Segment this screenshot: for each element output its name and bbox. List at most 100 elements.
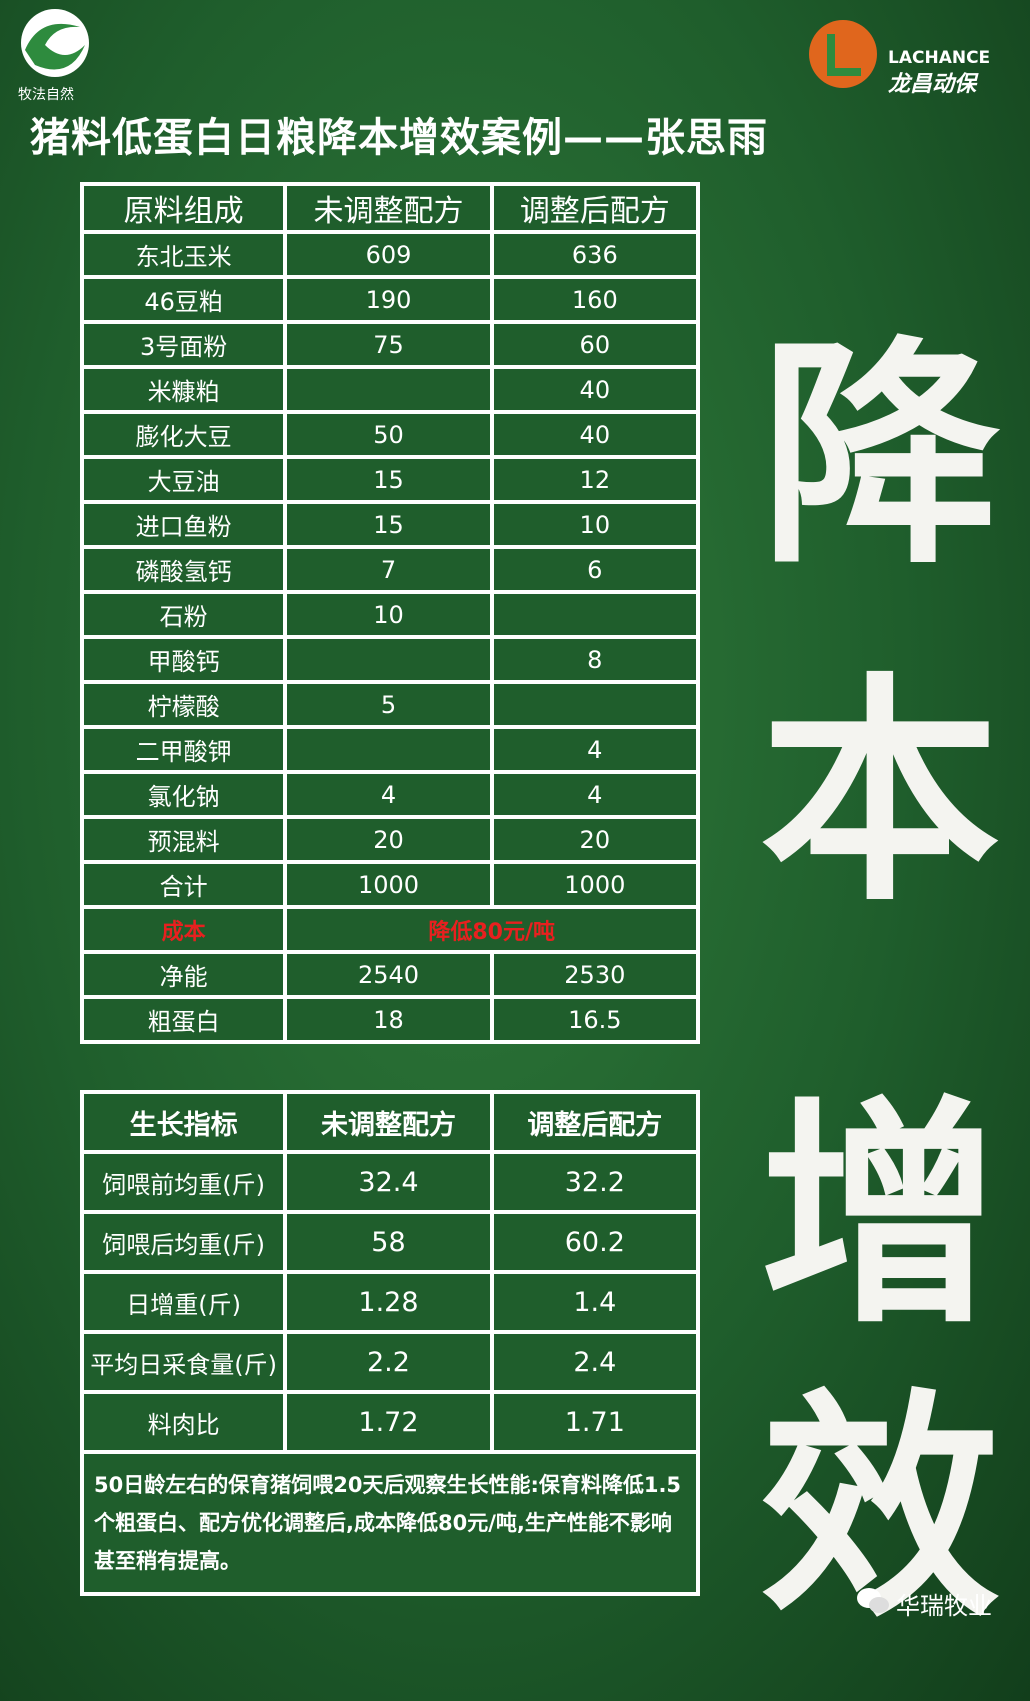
row-label: 3号面粉: [84, 324, 284, 365]
row-label: 合计: [84, 864, 284, 905]
row: 净能 2540 2530: [84, 954, 696, 995]
wechat-icon: [857, 1588, 889, 1613]
row-label: 磷酸氢钙: [84, 549, 284, 590]
row-label: 平均日采食量(斤): [84, 1334, 284, 1390]
row-label: 预混料: [84, 819, 284, 860]
cell: 1.28: [287, 1274, 490, 1330]
cell: 1.71: [493, 1394, 696, 1450]
cell: 75: [287, 324, 490, 365]
row-label: 二甲酸钾: [84, 729, 284, 770]
cell: 1000: [493, 864, 696, 905]
cell: 10: [287, 594, 490, 635]
row-label: 膨化大豆: [84, 414, 284, 455]
header-cell: 未调整配方: [287, 186, 490, 230]
cell: 636: [493, 234, 696, 275]
row: 磷酸氢钙 7 6: [84, 549, 696, 590]
cell: 7: [287, 549, 490, 590]
cell: 20: [493, 819, 696, 860]
row-label: 饲喂后均重(斤): [84, 1214, 284, 1270]
growth-table: 生长指标 未调整配方 调整后配方 饲喂前均重(斤) 32.4 32.2 饲喂后均重(斤) 58…: [80, 1090, 700, 1596]
row: 米糠粕 40: [84, 369, 696, 410]
row: 氯化钠 4 4: [84, 774, 696, 815]
cell: 60: [493, 324, 696, 365]
row: 饲喂前均重(斤) 32.4 32.2: [84, 1154, 696, 1210]
cell: 5: [287, 684, 490, 725]
cell: 40: [493, 369, 696, 410]
cell: 16.5: [493, 999, 696, 1040]
row-label: 东北玉米: [84, 234, 284, 275]
row-label: 成本: [84, 909, 284, 950]
row-label: 石粉: [84, 594, 284, 635]
logo-left-text: 牧法自然: [18, 87, 74, 103]
footer: 华瑞牧业: [896, 1592, 992, 1620]
row-label: 日增重(斤): [84, 1274, 284, 1330]
cell: 2.4: [493, 1334, 696, 1390]
row-label: 进口鱼粉: [84, 504, 284, 545]
row: 大豆油 15 12: [84, 459, 696, 500]
row: 饲喂后均重(斤) 58 60.2: [84, 1214, 696, 1270]
cell: 8: [493, 639, 696, 680]
slogan-char: 降: [759, 314, 1000, 596]
note-row: 50日龄左右的保育猪饲喂20天后观察生长性能:保育料降低1.5个粗蛋白、配方优化…: [84, 1454, 696, 1592]
cell: 1.72: [287, 1394, 490, 1450]
row-label: 粗蛋白: [84, 999, 284, 1040]
row: 46豆粕 190 160: [84, 279, 696, 320]
cell: 18: [287, 999, 490, 1040]
cell: 1.4: [493, 1274, 696, 1330]
slogan-char: 本: [759, 651, 1000, 933]
row-label: 米糠粕: [84, 369, 284, 410]
cell: 4: [493, 774, 696, 815]
row: 甲酸钙 8: [84, 639, 696, 680]
row: 进口鱼粉 15 10: [84, 504, 696, 545]
cell: 32.2: [493, 1154, 696, 1210]
cell: 160: [493, 279, 696, 320]
cell: 2.2: [287, 1334, 490, 1390]
cell: 1000: [287, 864, 490, 905]
cell: [287, 369, 490, 410]
cell: [287, 729, 490, 770]
slogan-char: 增: [759, 1074, 1000, 1356]
cell: 50: [287, 414, 490, 455]
row: 石粉 10: [84, 594, 696, 635]
cell: 15: [287, 459, 490, 500]
row-label: 柠檬酸: [84, 684, 284, 725]
cell: 4: [493, 729, 696, 770]
cell: 609: [287, 234, 490, 275]
row: 粗蛋白 18 16.5: [84, 999, 696, 1040]
cell: 6: [493, 549, 696, 590]
cell: 10: [493, 504, 696, 545]
note: 50日龄左右的保育猪饲喂20天后观察生长性能:保育料降低1.5个粗蛋白、配方优化…: [84, 1454, 696, 1592]
cell: 58: [287, 1214, 490, 1270]
row: 平均日采食量(斤) 2.2 2.4: [84, 1334, 696, 1390]
header-cell: 调整后配方: [493, 1094, 696, 1150]
cell: [287, 639, 490, 680]
header-cell: 原料组成: [84, 186, 284, 230]
row: 3号面粉 75 60: [84, 324, 696, 365]
row: 合计 1000 1000: [84, 864, 696, 905]
row: 料肉比 1.72 1.71: [84, 1394, 696, 1450]
cell: 2540: [287, 954, 490, 995]
logo-right-icon: [809, 20, 877, 88]
row-label: 46豆粕: [84, 279, 284, 320]
recipe-table: 原料组成 未调整配方 调整后配方 东北玉米 609 636 46豆粕 190 160 3号面粉 75…: [80, 182, 700, 1044]
row-label: 大豆油: [84, 459, 284, 500]
row-label: 饲喂前均重(斤): [84, 1154, 284, 1210]
row: 膨化大豆 50 40: [84, 414, 696, 455]
header-cell: 生长指标: [84, 1094, 284, 1150]
header-row: 生长指标 未调整配方 调整后配方: [84, 1094, 696, 1150]
cell: 2530: [493, 954, 696, 995]
cell: 60.2: [493, 1214, 696, 1270]
cell: 4: [287, 774, 490, 815]
row-label: 甲酸钙: [84, 639, 284, 680]
header-row: 原料组成 未调整配方 调整后配方: [84, 186, 696, 230]
row-label: 氯化钠: [84, 774, 284, 815]
row: 二甲酸钾 4: [84, 729, 696, 770]
header-cell: 调整后配方: [493, 186, 696, 230]
cell: [493, 684, 696, 725]
row: 东北玉米 609 636: [84, 234, 696, 275]
row: 日增重(斤) 1.28 1.4: [84, 1274, 696, 1330]
row-label: 料肉比: [84, 1394, 284, 1450]
row: 成本 降低80元/吨: [84, 909, 696, 950]
cell: 32.4: [287, 1154, 490, 1210]
